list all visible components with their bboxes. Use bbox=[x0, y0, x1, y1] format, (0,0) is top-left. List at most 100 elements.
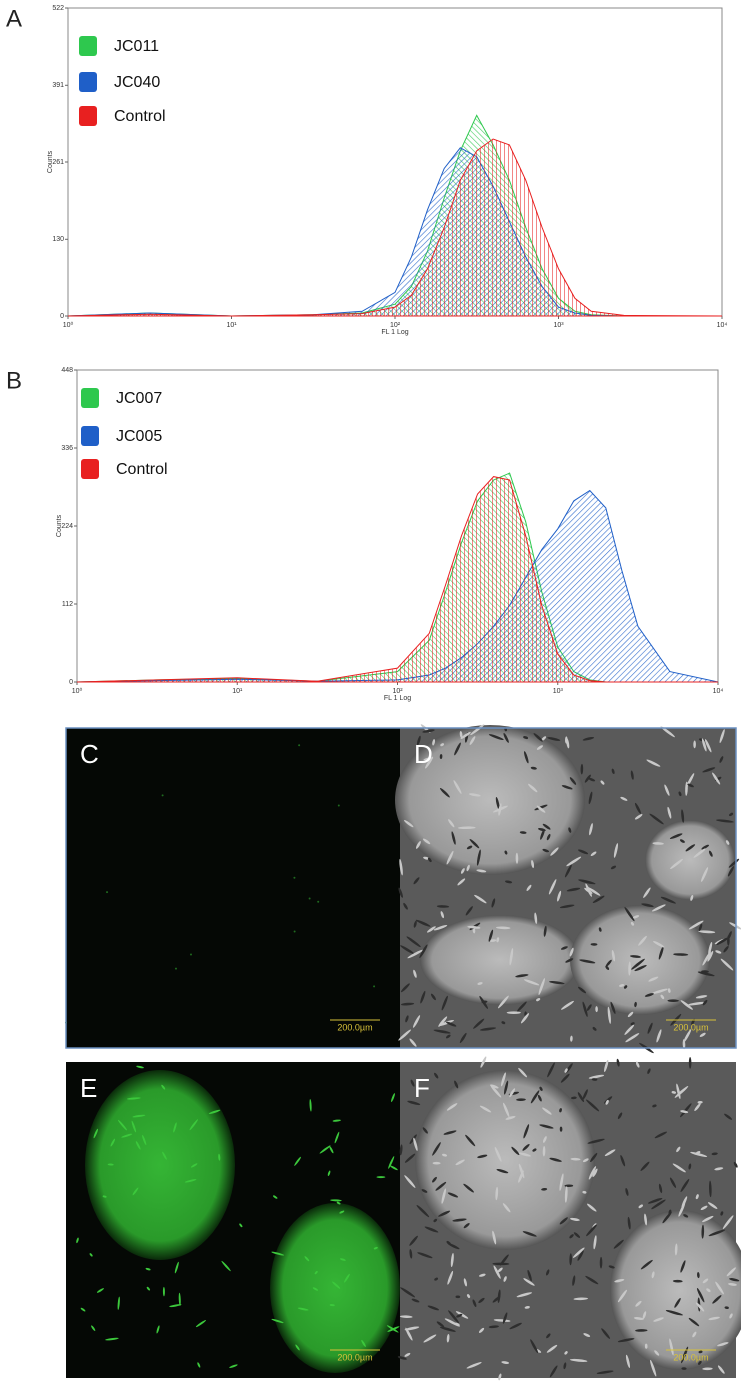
cell bbox=[516, 1098, 526, 1101]
cell bbox=[702, 1278, 709, 1284]
cell bbox=[701, 738, 707, 752]
cell bbox=[398, 887, 403, 898]
cell bbox=[404, 1352, 411, 1357]
cell bbox=[536, 998, 541, 1002]
cell bbox=[613, 843, 619, 858]
cell bbox=[530, 766, 537, 770]
cell bbox=[309, 1098, 312, 1112]
cell bbox=[592, 895, 605, 903]
cell bbox=[536, 805, 546, 813]
cell bbox=[432, 1161, 441, 1165]
y-axis-label: Counts bbox=[56, 514, 63, 537]
cell bbox=[467, 925, 481, 929]
cell bbox=[91, 1325, 96, 1331]
cell bbox=[537, 1094, 542, 1102]
scale-bar-label: 200.0µm bbox=[337, 1022, 372, 1032]
speck bbox=[337, 804, 340, 807]
cell bbox=[560, 1073, 570, 1083]
cell bbox=[184, 1179, 197, 1183]
cell bbox=[135, 1141, 141, 1150]
colony bbox=[645, 820, 735, 900]
cell bbox=[540, 829, 545, 840]
cell bbox=[468, 793, 481, 797]
cell bbox=[532, 1148, 537, 1152]
cell bbox=[117, 1296, 120, 1310]
cell bbox=[105, 1337, 119, 1341]
cell bbox=[304, 1256, 310, 1262]
y-tick-label: 112 bbox=[62, 601, 73, 608]
cell bbox=[473, 1018, 485, 1029]
cell bbox=[625, 1188, 629, 1196]
cell bbox=[472, 1299, 477, 1308]
x-tick-label: 10⁰ bbox=[63, 321, 74, 329]
cell bbox=[584, 774, 591, 783]
cell bbox=[117, 1119, 128, 1131]
cell bbox=[330, 1199, 342, 1202]
cell bbox=[110, 1138, 116, 1147]
panel-border bbox=[65, 727, 737, 1049]
cell bbox=[376, 1176, 386, 1179]
cell bbox=[647, 1068, 651, 1074]
cell bbox=[694, 1103, 701, 1112]
cell bbox=[688, 1317, 700, 1327]
cell bbox=[708, 1229, 726, 1237]
cell bbox=[630, 1022, 635, 1026]
cell bbox=[652, 1104, 657, 1108]
cell bbox=[221, 1260, 231, 1272]
cell bbox=[685, 781, 688, 796]
cell bbox=[523, 736, 529, 739]
x-axis-label: FL 1 Log bbox=[381, 329, 408, 336]
speck bbox=[298, 744, 301, 747]
micrograph bbox=[395, 724, 741, 1054]
cell bbox=[569, 1253, 572, 1266]
cell bbox=[386, 1325, 399, 1333]
cell bbox=[600, 780, 605, 785]
cell bbox=[729, 812, 734, 817]
cell bbox=[339, 1210, 345, 1214]
cell bbox=[425, 756, 434, 769]
cell bbox=[405, 1015, 409, 1023]
cell bbox=[407, 1100, 421, 1106]
cell bbox=[708, 1316, 720, 1321]
micrograph bbox=[397, 1056, 741, 1381]
micrograph-bg bbox=[66, 728, 400, 1048]
cell bbox=[660, 726, 675, 738]
speck bbox=[189, 953, 192, 956]
cell bbox=[643, 887, 651, 898]
cell bbox=[451, 831, 456, 845]
cell bbox=[463, 1223, 470, 1229]
cell bbox=[439, 787, 450, 798]
cell bbox=[573, 1232, 581, 1238]
cell bbox=[698, 923, 703, 932]
cell bbox=[673, 953, 689, 956]
cell bbox=[670, 858, 683, 870]
cell bbox=[591, 1078, 598, 1081]
legend-label: Control bbox=[116, 461, 168, 478]
cell bbox=[651, 988, 668, 994]
legend-label: JC040 bbox=[114, 74, 160, 91]
y-tick-label: 522 bbox=[52, 5, 64, 12]
cell bbox=[499, 1254, 509, 1266]
cell bbox=[534, 912, 538, 924]
cell bbox=[391, 1093, 395, 1103]
cell bbox=[407, 949, 424, 959]
cell bbox=[522, 1143, 530, 1151]
speck bbox=[106, 891, 109, 894]
cell bbox=[548, 879, 557, 895]
cell bbox=[693, 740, 696, 749]
cell bbox=[680, 1000, 693, 1010]
cell bbox=[605, 1099, 609, 1105]
cell bbox=[690, 894, 694, 901]
cell bbox=[480, 1056, 487, 1068]
cell bbox=[565, 958, 574, 963]
cell bbox=[566, 887, 581, 892]
cell bbox=[436, 905, 450, 908]
cell bbox=[469, 736, 476, 745]
cell bbox=[495, 1186, 499, 1201]
cell bbox=[707, 1202, 718, 1209]
cell bbox=[683, 1029, 692, 1043]
cell bbox=[701, 867, 709, 882]
cell bbox=[334, 1131, 340, 1144]
y-tick-label: 0 bbox=[69, 679, 73, 686]
cell bbox=[624, 1024, 635, 1035]
